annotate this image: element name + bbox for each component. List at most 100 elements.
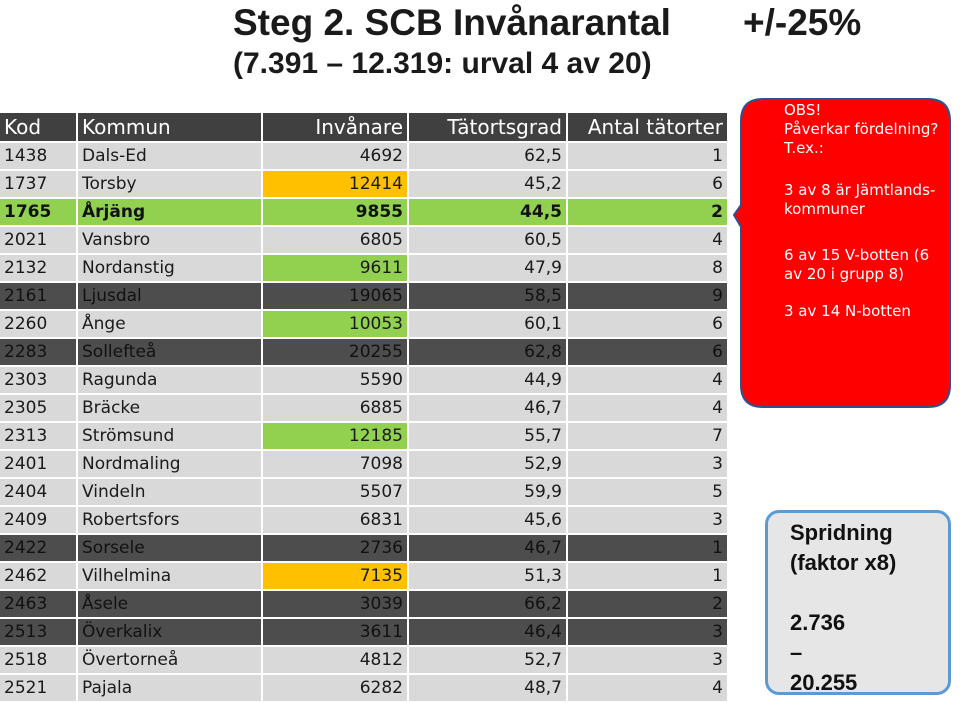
cell-kod: 2404 (0, 478, 78, 507)
cell-antal: 2 (567, 198, 729, 227)
cell-invanare: 7135 (262, 562, 409, 591)
cell-kommun: Bräcke (77, 394, 263, 423)
cell-invanare: 4812 (262, 646, 409, 675)
table-row: 2409 Robertsfors 6831 45,6 3 (0, 506, 729, 535)
table-row: 2021 Vansbro 6805 60,5 4 (0, 226, 729, 255)
spridning-max: 20.255 (790, 670, 858, 695)
cell-antal: 4 (567, 674, 729, 703)
cell-antal: 7 (567, 422, 729, 451)
callout-nbotten: 3 av 14 N-botten (784, 302, 911, 320)
table-header-row: Kod Kommun Invånare Tätortsgrad Antal tä… (0, 113, 729, 143)
cell-kod: 2463 (0, 590, 78, 619)
cell-kod: 2422 (0, 534, 78, 563)
cell-invanare: 4692 (262, 142, 409, 171)
spridning-text: Spridning (faktor x8) 2.736 – 20.255 (790, 518, 940, 698)
cell-antal: 3 (567, 506, 729, 535)
cell-tatortsgrad: 45,2 (408, 170, 568, 199)
table-row: 2401 Nordmaling 7098 52,9 3 (0, 450, 729, 479)
cell-kod: 2409 (0, 506, 78, 535)
cell-tatortsgrad: 46,4 (408, 618, 568, 647)
cell-tatortsgrad: 59,9 (408, 478, 568, 507)
spridning-label: Spridning (faktor x8) (790, 520, 897, 575)
spridning-dash: – (790, 640, 803, 665)
cell-invanare: 20255 (262, 338, 409, 367)
table-row: 2462 Vilhelmina 7135 51,3 1 (0, 562, 729, 591)
cell-kommun: Årjäng (77, 198, 263, 227)
callout-vbotten: 6 av 15 V-botten (6 av 20 i grupp 8) (784, 246, 930, 283)
cell-antal: 1 (567, 534, 729, 563)
obs-callout (733, 97, 952, 409)
table-row: 2283 Sollefteå 20255 62,8 6 (0, 338, 729, 367)
table-row: 1438 Dals-Ed 4692 62,5 1 (0, 142, 729, 171)
cell-antal: 3 (567, 618, 729, 647)
cell-kommun: Sorsele (77, 534, 263, 563)
cell-antal: 4 (567, 394, 729, 423)
cell-kod: 1438 (0, 142, 78, 171)
cell-kod: 2303 (0, 366, 78, 395)
table-row: 1765 Årjäng 9855 44,5 2 (0, 198, 729, 227)
cell-kod: 2513 (0, 618, 78, 647)
cell-invanare: 6282 (262, 674, 409, 703)
cell-invanare: 2736 (262, 534, 409, 563)
cell-tatortsgrad: 44,9 (408, 366, 568, 395)
cell-invanare: 12414 (262, 170, 409, 199)
cell-tatortsgrad: 45,6 (408, 506, 568, 535)
cell-antal: 6 (567, 170, 729, 199)
table-row: 2305 Bräcke 6885 46,7 4 (0, 394, 729, 423)
cell-kod: 2521 (0, 674, 78, 703)
cell-kod: 2401 (0, 450, 78, 479)
cell-tatortsgrad: 52,9 (408, 450, 568, 479)
cell-tatortsgrad: 44,5 (408, 198, 568, 227)
cell-invanare: 3039 (262, 590, 409, 619)
cell-invanare: 5590 (262, 366, 409, 395)
title-percent: +/-25% (743, 2, 862, 43)
cell-kommun: Sollefteå (77, 338, 263, 367)
cell-antal: 6 (567, 338, 729, 367)
cell-kod: 2021 (0, 226, 78, 255)
cell-antal: 1 (567, 562, 729, 591)
cell-kod: 2518 (0, 646, 78, 675)
cell-kommun: Strömsund (77, 422, 263, 451)
cell-invanare: 6885 (262, 394, 409, 423)
cell-antal: 9 (567, 282, 729, 311)
cell-kommun: Överkalix (77, 618, 263, 647)
cell-tatortsgrad: 47,9 (408, 254, 568, 283)
table-row: 2303 Ragunda 5590 44,9 4 (0, 366, 729, 395)
col-antal: Antal tätorter (567, 113, 729, 143)
cell-kommun: Åsele (77, 590, 263, 619)
table-row: 2260 Ånge 10053 60,1 6 (0, 310, 729, 339)
cell-tatortsgrad: 62,8 (408, 338, 568, 367)
col-kommun: Kommun (77, 113, 263, 143)
cell-tatortsgrad: 62,5 (408, 142, 568, 171)
table-row: 2463 Åsele 3039 66,2 2 (0, 590, 729, 619)
cell-antal: 4 (567, 226, 729, 255)
slide-subtitle: (7.391 – 12.319: urval 4 av 20) (233, 47, 652, 80)
cell-kommun: Nordanstig (77, 254, 263, 283)
cell-kommun: Pajala (77, 674, 263, 703)
slide-title: Steg 2. SCB Invånarantal +/-25% (233, 2, 861, 44)
table-row: 2518 Övertorneå 4812 52,7 3 (0, 646, 729, 675)
cell-kod: 2462 (0, 562, 78, 591)
col-invanare: Invånare (262, 113, 409, 143)
cell-kommun: Torsby (77, 170, 263, 199)
cell-kod: 2132 (0, 254, 78, 283)
cell-antal: 6 (567, 310, 729, 339)
cell-invanare: 19065 (262, 282, 409, 311)
cell-tatortsgrad: 58,5 (408, 282, 568, 311)
cell-tatortsgrad: 52,7 (408, 646, 568, 675)
municipality-table: Kod Kommun Invånare Tätortsgrad Antal tä… (0, 113, 729, 703)
cell-invanare: 6831 (262, 506, 409, 535)
cell-tatortsgrad: 60,5 (408, 226, 568, 255)
callout-text: OBS! Påverkar fördelning? T.ex.: 3 av 8 … (784, 101, 949, 321)
cell-kommun: Ljusdal (77, 282, 263, 311)
cell-invanare: 3611 (262, 618, 409, 647)
cell-invanare: 9611 (262, 254, 409, 283)
cell-kod: 2313 (0, 422, 78, 451)
callout-shape (733, 98, 951, 408)
cell-kommun: Vansbro (77, 226, 263, 255)
cell-antal: 3 (567, 450, 729, 479)
cell-tatortsgrad: 46,7 (408, 534, 568, 563)
cell-invanare: 12185 (262, 422, 409, 451)
cell-kod: 2283 (0, 338, 78, 367)
table-row: 1737 Torsby 12414 45,2 6 (0, 170, 729, 199)
